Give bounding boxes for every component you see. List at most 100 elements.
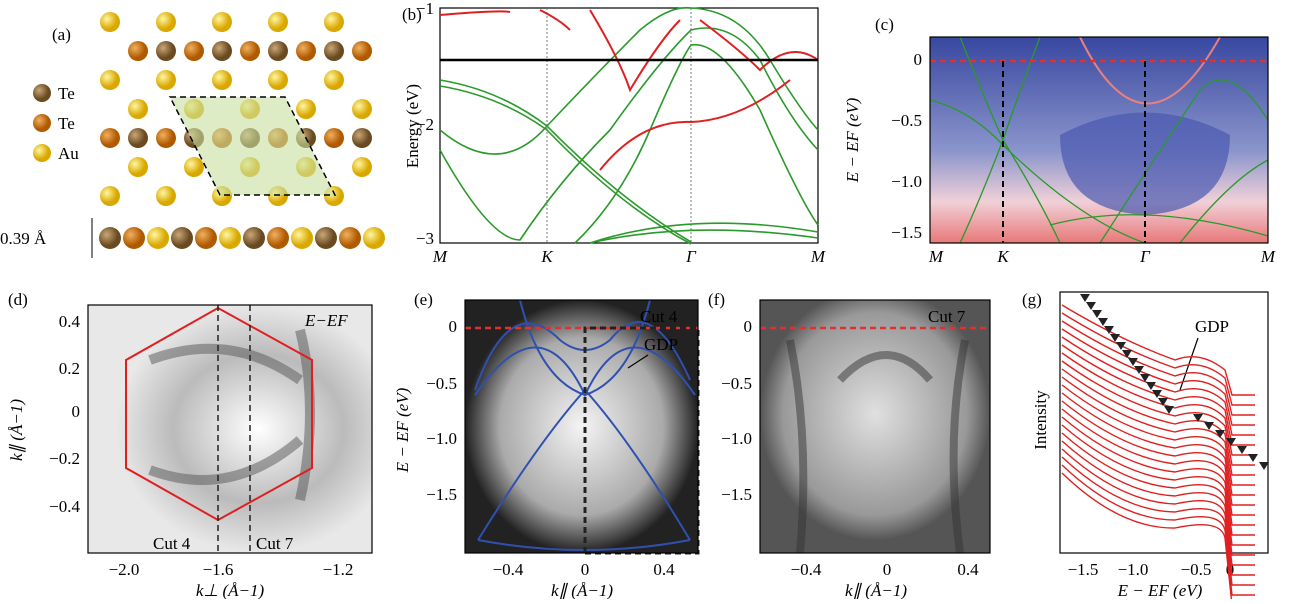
x-tick-label: −1.2 [323, 560, 354, 579]
y-axis-label: E − EF (eV) [843, 97, 862, 183]
atom [100, 186, 120, 206]
atom [291, 227, 313, 249]
legend-atom [33, 84, 51, 102]
panel-b: (b) Energy (eV) −1 −2 −3 M K Γ M [402, 0, 826, 266]
atom [363, 227, 385, 249]
atom [128, 41, 148, 61]
x-tick-label: M [928, 247, 944, 266]
atom [128, 157, 148, 177]
y-axis-label: Intensity [1031, 390, 1050, 450]
y-tick-label: 0.4 [59, 312, 81, 331]
y-tick-label: −0.5 [891, 111, 922, 130]
atom [156, 12, 176, 32]
y-tick-label: −0.4 [49, 497, 80, 516]
annotation: E−EF [304, 311, 348, 330]
peak-marker [1098, 318, 1108, 326]
atom [324, 41, 344, 61]
x-tick-label: K [996, 247, 1010, 266]
x-tick-label: −1.5 [1068, 560, 1099, 579]
panel-label: (e) [414, 290, 433, 309]
x-tick-label: M [1260, 247, 1276, 266]
atom [268, 70, 288, 90]
annotation: 0.39 Å [0, 229, 47, 248]
x-tick-label: 0.4 [653, 560, 675, 579]
peak-marker [1158, 398, 1168, 406]
figure: (a) Te Te Au 0.39 Å (b) Energy (eV) −1 −… [0, 0, 1304, 599]
x-tick-label: M [432, 247, 448, 266]
panel-label: (d) [8, 290, 28, 309]
atom [156, 41, 176, 61]
x-tick-label: 0 [581, 560, 590, 579]
atom [296, 41, 316, 61]
atom [267, 227, 289, 249]
y-tick-label: −1.5 [426, 485, 457, 504]
cut-label: Cut 7 [256, 534, 294, 553]
peak-marker [1080, 294, 1090, 302]
legend-text: Te [58, 84, 75, 103]
atom [240, 41, 260, 61]
y-tick-label: −1.0 [721, 429, 752, 448]
atom [147, 227, 169, 249]
x-tick-label: M [810, 247, 826, 266]
atom [128, 99, 148, 119]
atom [268, 12, 288, 32]
atom [100, 12, 120, 32]
atom [184, 41, 204, 61]
atom [156, 128, 176, 148]
atom [352, 128, 372, 148]
y-tick-label: −0.2 [49, 449, 80, 468]
peak-marker [1092, 310, 1102, 318]
x-tick-label: 0.4 [957, 560, 979, 579]
peak-marker [1204, 422, 1214, 430]
peak-marker [1086, 302, 1096, 310]
atom [315, 227, 337, 249]
legend-text: Te [58, 114, 75, 133]
cut-label: Cut 4 [153, 534, 191, 553]
atom [324, 70, 344, 90]
atom [212, 41, 232, 61]
x-tick-label: −0.5 [1181, 560, 1212, 579]
legend-text: Au [58, 144, 79, 163]
peak-marker [1152, 390, 1162, 398]
y-tick-label: −0.5 [721, 374, 752, 393]
atom [339, 227, 361, 249]
y-axis-label: k∥ (Å−1) [7, 399, 26, 461]
atom [123, 227, 145, 249]
atom [212, 70, 232, 90]
panel-label: (c) [875, 15, 894, 34]
atom [324, 12, 344, 32]
x-axis-label: E − EF (eV) [1117, 581, 1203, 599]
atom [268, 41, 288, 61]
peak-marker [1164, 406, 1174, 414]
atom [324, 128, 344, 148]
x-tick-label: 0 [883, 560, 892, 579]
panel-label: (f) [708, 290, 725, 309]
plot-frame [440, 8, 818, 243]
x-axis-label: k⊥ (Å−1) [196, 581, 265, 599]
atom [352, 99, 372, 119]
legend-atom [33, 114, 51, 132]
atom [128, 128, 148, 148]
panel-d: E−EF Cut 4 Cut 7 (d) k∥ (Å−1) 0.4 0.2 0 … [7, 290, 372, 599]
x-tick-label: −2.0 [109, 560, 140, 579]
panel-label: (g) [1022, 290, 1042, 309]
atom [156, 186, 176, 206]
y-tick-label: −2 [416, 115, 434, 134]
atom [100, 128, 120, 148]
atom [100, 70, 120, 90]
atom [243, 227, 265, 249]
y-tick-label: −1.0 [426, 429, 457, 448]
panel-label: (a) [52, 25, 71, 44]
y-axis-label: E − EF (eV) [393, 387, 412, 473]
annotation: GDP [1195, 317, 1229, 336]
x-tick-label: −0.4 [493, 560, 524, 579]
x-axis-label: k∥ (Å−1) [551, 581, 613, 599]
y-tick-label: −0.5 [426, 374, 457, 393]
fermi-map [88, 305, 372, 553]
atom [99, 227, 121, 249]
atom [352, 157, 372, 177]
x-tick-label: −1.0 [1118, 560, 1149, 579]
x-tick-label: K [540, 247, 554, 266]
annotation: GDP [644, 335, 678, 354]
panel-e: Cut 4 GDP (e) E − EF (eV) 0 −0.5 −1.0 −1… [393, 290, 698, 599]
